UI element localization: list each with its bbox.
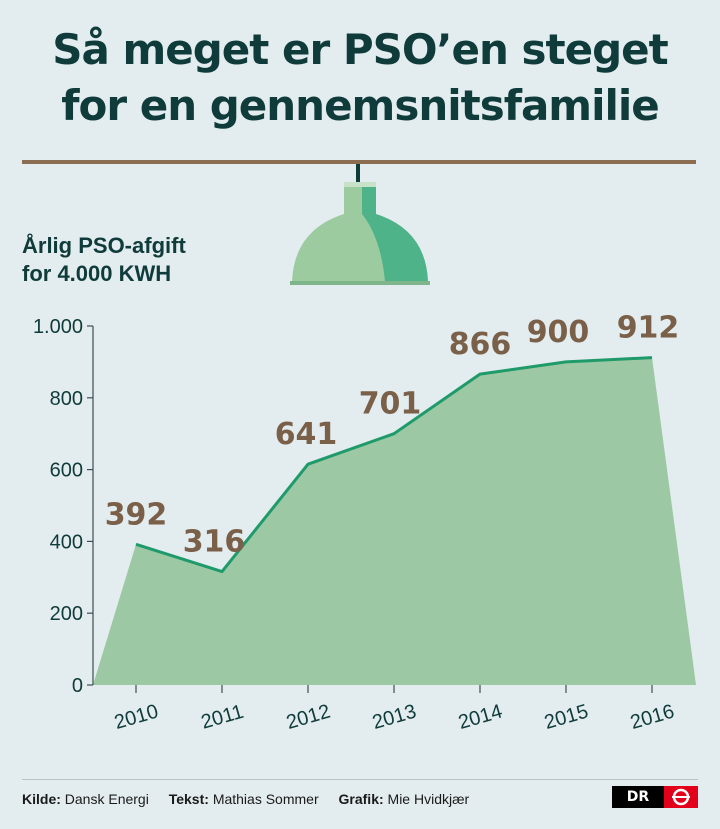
lamp-rim: [290, 281, 430, 285]
dr-logo-text: DR: [612, 786, 664, 808]
y-tick-label: 1.000: [33, 316, 83, 338]
x-tick-label: 2010: [112, 701, 161, 734]
y-axis-title-line-2: for 4.000 KWH: [22, 261, 172, 286]
y-tick-label: 800: [50, 388, 83, 410]
dr-logo: DR: [612, 786, 698, 808]
credit-text: Tekst: Mathias Sommer: [168, 791, 319, 807]
data-label: 392: [105, 497, 168, 532]
credit-source: Kilde: Dansk Energi: [22, 791, 149, 807]
y-tick-label: 0: [72, 675, 83, 697]
footer-rule: [22, 779, 698, 780]
y-tick-label: 200: [50, 603, 83, 625]
lamp-icon: [290, 164, 430, 285]
data-label: 866: [449, 327, 512, 362]
header-rule: [22, 160, 696, 164]
y-axis-title-line-1: Årlig PSO-afgift: [22, 233, 186, 258]
series-line: [135, 356, 653, 574]
plot: 0 200 400 600 800 1.000 2010 2011 2012 2013 2014 20…: [33, 311, 696, 734]
x-tick-label: 2014: [456, 701, 505, 734]
area-fill: [93, 357, 696, 685]
lamp-shade-shadow: [362, 184, 428, 282]
title-line-2: for en gennemsnitsfamilie: [61, 81, 659, 130]
x-tick-label: 2013: [370, 701, 419, 734]
dr-logo-mark-icon: [672, 788, 690, 806]
x-tick-label: 2011: [199, 701, 246, 734]
lamp-cord: [356, 164, 360, 184]
data-label: 641: [275, 417, 338, 452]
data-label: 316: [183, 525, 246, 560]
credit-graphics: Grafik: Mie Hvidkjær: [338, 791, 470, 807]
credits: Kilde: Dansk Energi Tekst: Mathias Somme…: [22, 791, 485, 807]
data-label: 900: [527, 315, 590, 350]
y-tick-label: 600: [50, 460, 83, 482]
x-tick-label: 2016: [628, 701, 677, 734]
title-line-1: Så meget er PSO’en steget: [52, 25, 668, 74]
y-tick-label: 400: [50, 531, 83, 553]
data-label: 912: [617, 311, 680, 346]
x-tick-label: 2012: [284, 701, 333, 734]
chart-title: Så meget er PSO’en steget for en gennems…: [0, 22, 720, 134]
data-label: 701: [359, 387, 422, 422]
lamp-cap: [344, 182, 376, 187]
x-tick-label: 2015: [542, 701, 591, 734]
y-axis-title: Årlig PSO-afgift for 4.000 KWH: [22, 232, 186, 288]
